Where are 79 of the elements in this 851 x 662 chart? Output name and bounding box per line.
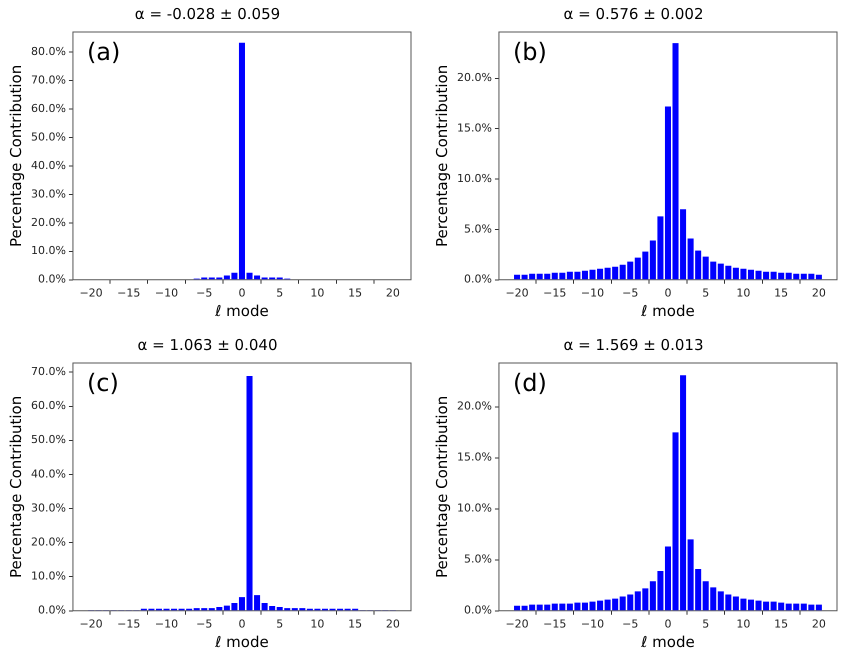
- x-axis-title: ℓ mode: [640, 632, 695, 651]
- y-tick-label: 0.0%: [38, 604, 66, 617]
- y-tick-label: 5.0%: [464, 222, 492, 236]
- y-tick-label: 5.0%: [464, 552, 492, 566]
- y-tick-label: 40.0%: [30, 158, 66, 172]
- x-tick-label: −15: [543, 286, 566, 300]
- y-axis-title: Percentage Contribution: [6, 64, 25, 248]
- y-tick-label: 30.0%: [30, 501, 66, 514]
- x-tick-label: −15: [117, 617, 140, 630]
- y-tick-label: 0.0%: [464, 604, 492, 617]
- y-axis-title: Percentage Contribution: [432, 64, 451, 248]
- x-tick-label: −15: [543, 617, 566, 630]
- x-tick-label: −20: [505, 286, 529, 300]
- y-tick-label: 10.0%: [456, 502, 492, 515]
- y-tick-label: 70.0%: [30, 74, 66, 87]
- annotation: (c): [86, 369, 119, 398]
- y-tick-label: 60.0%: [30, 399, 66, 412]
- x-tick-label: 0: [664, 617, 672, 630]
- y-tick-label: 10.0%: [30, 570, 66, 583]
- y-tick-label: 0.0%: [464, 272, 492, 286]
- x-axis-title: ℓ mode: [214, 632, 269, 651]
- x-tick-label: 10: [736, 286, 750, 300]
- x-tick-label: 0: [238, 286, 246, 300]
- annotation: (d): [512, 369, 547, 398]
- x-axis-title: ℓ mode: [640, 302, 695, 320]
- x-tick-label: −5: [196, 617, 212, 630]
- y-tick-label: 20.0%: [30, 535, 66, 548]
- x-tick-label: 20: [812, 286, 826, 300]
- x-tick-label: 5: [702, 617, 710, 630]
- x-tick-label: −15: [117, 286, 140, 300]
- x-tick-label: 10: [310, 286, 324, 300]
- y-tick-label: 20.0%: [456, 400, 492, 413]
- annotation: (b): [512, 38, 547, 66]
- x-tick-label: 10: [736, 617, 750, 630]
- y-tick-label: 40.0%: [30, 467, 66, 480]
- x-tick-label: 15: [774, 617, 788, 630]
- chart-title: α = 1.063 ± 0.040: [138, 336, 278, 354]
- y-tick-label: 80.0%: [30, 45, 66, 58]
- x-tick-label: 20: [386, 617, 400, 630]
- x-tick-label: 0: [664, 286, 672, 300]
- chart-title: α = 1.569 ± 0.013: [564, 336, 704, 354]
- x-tick-label: −10: [580, 617, 604, 630]
- x-tick-label: 10: [310, 617, 324, 630]
- x-tick-label: 0: [238, 617, 246, 630]
- x-tick-label: 20: [812, 617, 826, 630]
- x-tick-label: −20: [79, 286, 103, 300]
- x-tick-label: −10: [580, 286, 604, 300]
- x-tick-label: −10: [154, 286, 178, 300]
- x-axis-title: ℓ mode: [214, 302, 269, 320]
- x-tick-label: −10: [154, 617, 178, 630]
- x-tick-label: 20: [386, 286, 400, 300]
- x-tick-label: −20: [79, 617, 103, 630]
- x-tick-label: −5: [622, 286, 638, 300]
- y-tick-label: 30.0%: [30, 187, 66, 200]
- x-tick-label: −5: [622, 617, 638, 630]
- x-tick-label: −20: [505, 617, 529, 630]
- x-tick-label: 15: [774, 286, 788, 300]
- y-tick-label: 10.0%: [30, 244, 66, 258]
- y-axis-title: Percentage Contribution: [6, 396, 25, 578]
- y-tick-label: 50.0%: [30, 130, 66, 144]
- chart-title: α = -0.028 ± 0.059: [134, 4, 280, 23]
- chart-title: α = 0.576 ± 0.002: [564, 4, 704, 23]
- y-tick-label: 10.0%: [456, 172, 492, 185]
- y-tick-label: 50.0%: [30, 433, 66, 446]
- x-tick-label: 5: [702, 286, 710, 300]
- x-tick-label: −5: [196, 286, 212, 300]
- y-tick-label: 20.0%: [30, 216, 66, 229]
- y-tick-label: 15.0%: [456, 450, 492, 464]
- y-axis-title: Percentage Contribution: [432, 396, 451, 578]
- x-tick-label: 5: [276, 286, 284, 300]
- y-tick-label: 70.0%: [30, 365, 66, 378]
- x-tick-label: 15: [348, 286, 362, 300]
- x-tick-label: 15: [348, 617, 362, 630]
- y-tick-label: 60.0%: [30, 102, 66, 115]
- x-tick-label: 5: [276, 617, 284, 630]
- y-tick-label: 20.0%: [456, 71, 492, 84]
- y-tick-label: 0.0%: [38, 272, 66, 286]
- annotation: (a): [86, 38, 120, 66]
- y-tick-label: 15.0%: [456, 122, 492, 135]
